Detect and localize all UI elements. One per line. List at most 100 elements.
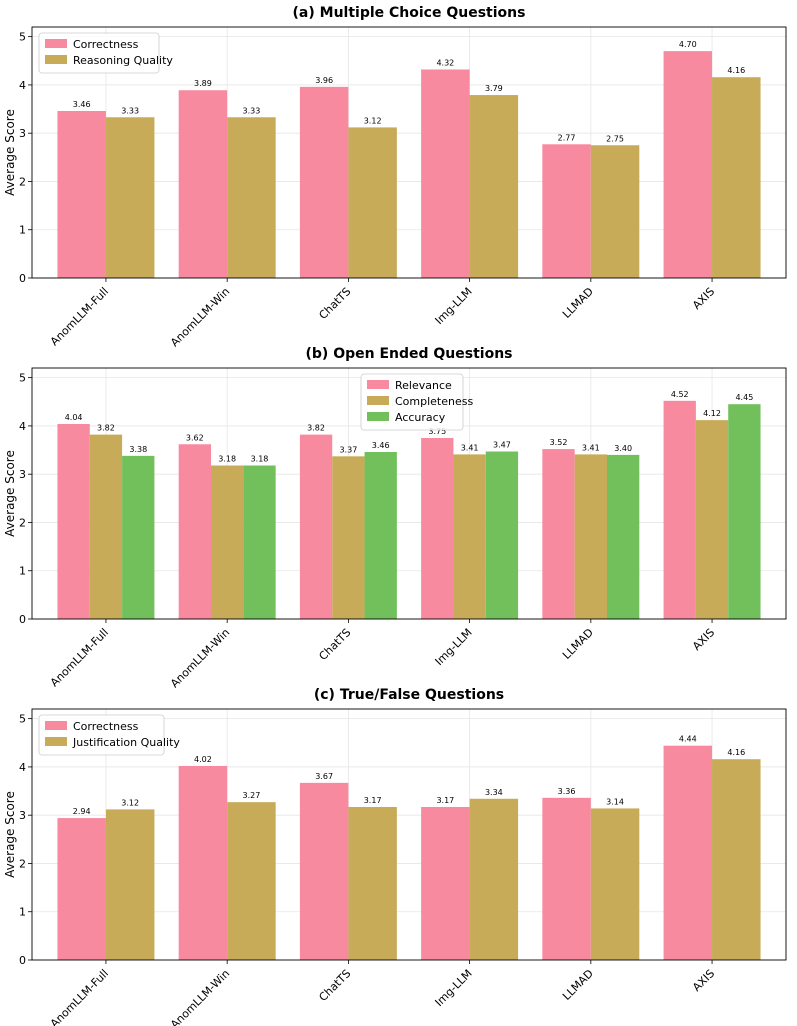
plot-frame	[31, 708, 787, 961]
x-tick-label: AXIS	[690, 285, 717, 312]
bar-value-label: 3.52	[550, 438, 568, 447]
x-tick-label: AnomLLM-Full	[48, 967, 111, 1026]
bar-reasoning-quality	[590, 145, 640, 278]
bar-correctness	[663, 51, 713, 279]
x-tick-label: AnomLLM-Win	[168, 967, 232, 1026]
bar-correctness	[57, 110, 106, 278]
bar-correctness	[178, 90, 228, 278]
bar-correctness	[421, 69, 470, 278]
x-tick-label: LLMAD	[560, 967, 596, 1003]
bar-accuracy	[364, 451, 397, 619]
bar-relevance	[542, 449, 575, 619]
chart-title: (c) True/False Questions	[314, 687, 504, 703]
bar-value-label: 3.33	[243, 106, 261, 115]
bar-correctness	[542, 797, 591, 960]
bar-value-label: 3.33	[121, 106, 139, 115]
bar-value-label: 3.89	[194, 79, 212, 88]
bar-accuracy	[606, 454, 640, 619]
bar-justification-quality	[712, 759, 761, 960]
bar-value-label: 4.16	[727, 748, 745, 757]
x-tick-label: ChatTS	[316, 626, 353, 663]
bar-value-label: 3.47	[493, 441, 511, 450]
bar-justification-quality	[227, 802, 276, 960]
bar-value-label: 4.12	[703, 409, 721, 418]
bar-value-label: 4.70	[679, 40, 697, 49]
x-tick-label: LLMAD	[560, 626, 596, 662]
bar-value-label: 3.18	[251, 455, 269, 464]
x-tick-label: AXIS	[690, 967, 717, 994]
bar-accuracy	[728, 404, 761, 619]
bar-correctness	[57, 818, 106, 960]
bar-value-label: 3.79	[485, 84, 503, 93]
bar-value-label: 3.62	[186, 433, 204, 442]
bar-value-label: 4.16	[727, 66, 745, 75]
bar-completeness	[453, 454, 486, 619]
bar-reasoning-quality	[712, 77, 761, 278]
bar-value-label: 3.37	[339, 445, 357, 454]
bar-value-label: 4.32	[436, 58, 454, 67]
bar-reasoning-quality	[469, 95, 519, 278]
bar-value-label: 3.12	[121, 798, 139, 807]
bar-accuracy	[485, 451, 519, 619]
bar-value-label: 3.17	[436, 796, 454, 805]
chart-title: (a) Multiple Choice Questions	[293, 5, 526, 21]
chart-title: (b) Open Ended Questions	[306, 346, 513, 362]
bar-value-label: 4.52	[671, 390, 689, 399]
x-tick-label: AnomLLM-Full	[48, 626, 111, 689]
legend-label: Completeness	[395, 395, 473, 408]
bar-value-label: 4.45	[735, 393, 753, 402]
legend-swatch	[367, 396, 389, 405]
y-axis-label: Average Score	[3, 109, 17, 196]
bar-value-label: 3.12	[364, 116, 382, 125]
bar-correctness	[299, 86, 349, 278]
legend-label: Correctness	[73, 720, 139, 733]
legend-swatch	[45, 39, 67, 48]
bar-value-label: 2.94	[73, 807, 91, 816]
y-tick-label: 4	[19, 79, 26, 92]
bar-completeness	[695, 420, 729, 619]
legend: Correctness Justification Quality	[38, 714, 180, 756]
bar-justification-quality	[348, 806, 397, 960]
bar-value-label: 3.75	[428, 427, 446, 436]
y-tick-label: 3	[19, 468, 26, 481]
legend-label: Correctness	[73, 38, 139, 51]
chart-panel-3: (c) True/False Questions 0 1 2 3 4 5 2.94 4.02 3.…	[3, 687, 787, 1026]
bar-value-label: 2.77	[558, 133, 576, 142]
bar-value-label: 4.04	[65, 413, 83, 422]
bar-value-label: 3.46	[372, 441, 390, 450]
y-tick-label: 2	[19, 857, 26, 870]
x-tick-label: AnomLLM-Win	[168, 626, 232, 690]
y-tick-label: 1	[19, 906, 26, 919]
bar-value-label: 3.40	[614, 444, 632, 453]
bar-justification-quality	[590, 808, 640, 960]
bar-correctness	[299, 782, 349, 960]
y-axis-label: Average Score	[3, 791, 17, 878]
bar-value-label: 3.82	[307, 424, 325, 433]
legend-swatch	[367, 380, 389, 389]
bar-correctness	[663, 745, 713, 960]
y-tick-label: 5	[19, 713, 26, 726]
y-tick-label: 0	[19, 613, 26, 626]
legend-swatch	[45, 721, 67, 730]
bar-value-label: 4.44	[679, 735, 697, 744]
y-tick-label: 0	[19, 272, 26, 285]
x-tick-label: ChatTS	[316, 285, 353, 322]
y-tick-label: 4	[19, 420, 26, 433]
bar-relevance	[421, 437, 454, 619]
x-tick-label: Img-LLM	[433, 626, 475, 668]
legend: Correctness Reasoning Quality	[38, 32, 173, 74]
bar-value-label: 3.34	[485, 788, 503, 797]
x-tick-label: AnomLLM-Win	[168, 285, 232, 349]
bar-completeness	[89, 434, 123, 619]
legend-swatch	[367, 412, 389, 421]
bar-value-label: 2.75	[606, 134, 624, 143]
bar-value-label: 3.67	[315, 772, 333, 781]
bar-value-label: 3.38	[129, 445, 147, 454]
bar-value-label: 3.41	[461, 443, 479, 452]
y-tick-label: 2	[19, 175, 26, 188]
legend-label: Reasoning Quality	[73, 54, 173, 67]
bar-completeness	[574, 454, 607, 619]
bar-completeness	[332, 456, 365, 619]
chart-panel-2: (b) Open Ended Questions 0 1 2 3 4 5 4.04 3.62 3.…	[3, 346, 787, 690]
